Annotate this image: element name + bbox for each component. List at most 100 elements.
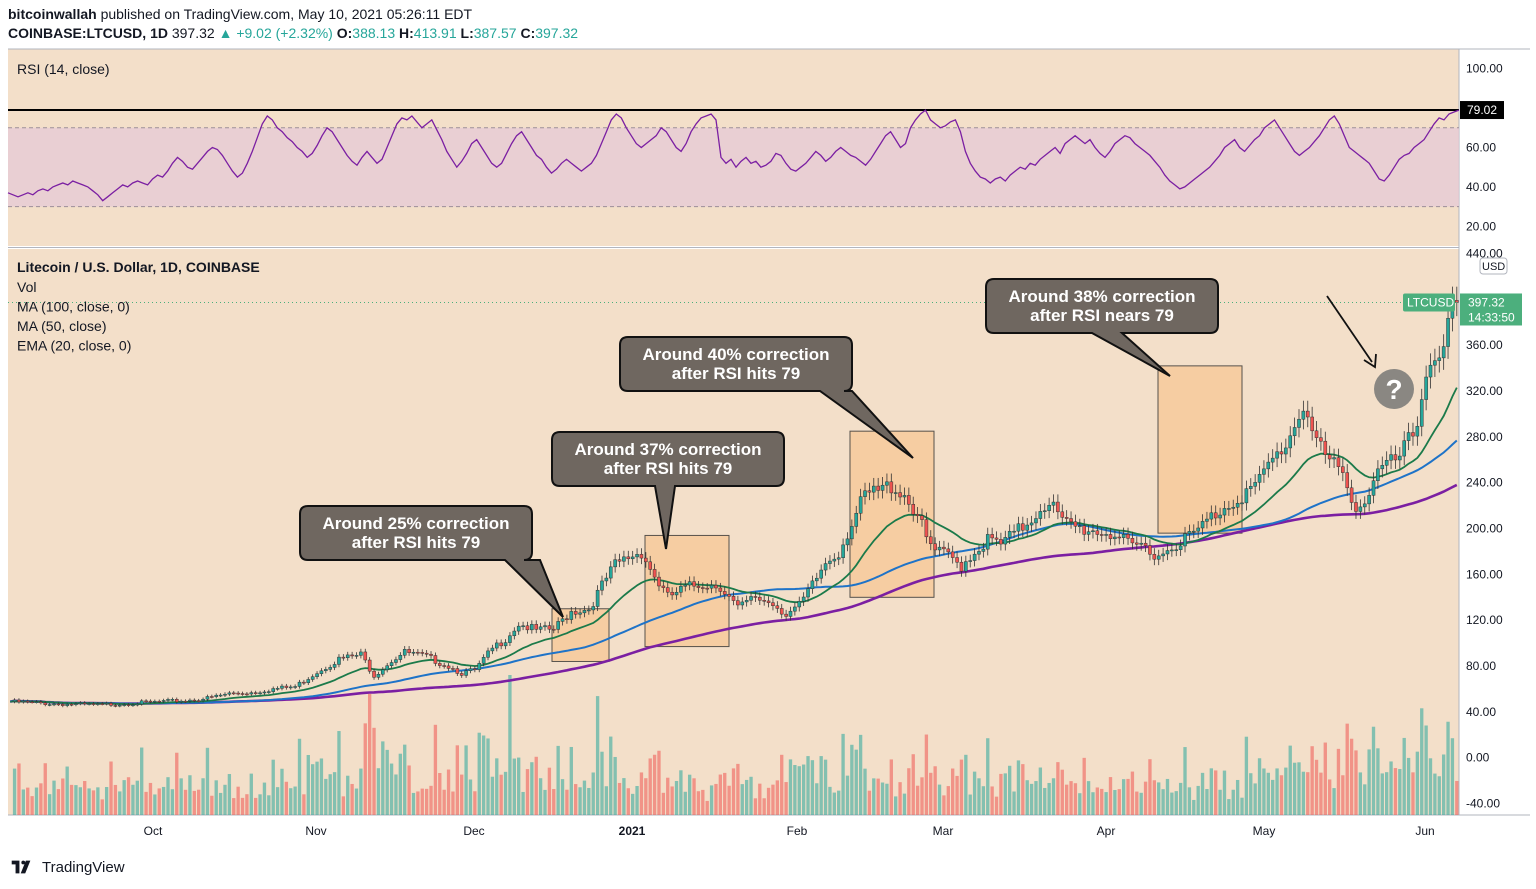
volume-bar	[293, 786, 297, 815]
volume-bar	[1043, 787, 1047, 815]
volume-bar	[433, 724, 438, 815]
volume-bar	[692, 778, 696, 815]
candle-body	[1038, 511, 1043, 519]
candle-body	[104, 703, 109, 705]
candle-body	[1104, 534, 1108, 536]
volume-bar	[902, 793, 907, 815]
candle-body	[639, 554, 644, 559]
volume-bar	[503, 771, 508, 815]
tradingview-brand: TradingView	[42, 858, 125, 876]
rsi-line[interactable]	[7, 109, 1460, 202]
volume-bar	[1100, 788, 1104, 815]
volume-bar	[1034, 781, 1038, 815]
volume-bar	[832, 792, 836, 815]
volume-bars[interactable]	[12, 675, 1459, 815]
correction-box[interactable]	[1157, 365, 1243, 534]
currency-badge[interactable]	[1479, 257, 1508, 275]
candle-body	[122, 704, 126, 706]
price-tick-label: 240.00	[1466, 476, 1503, 490]
callout-line-2: after RSI nears 79	[1030, 306, 1174, 325]
candle-body	[288, 686, 293, 689]
volume-bar	[240, 797, 245, 815]
rsi-tick-label: 20.00	[1466, 219, 1496, 233]
volume-bar	[1402, 737, 1406, 815]
volume-bar	[424, 788, 429, 815]
correction-box[interactable]	[644, 534, 730, 648]
volume-bar	[552, 789, 556, 815]
volume-bar	[731, 768, 736, 815]
volume-bar	[78, 787, 82, 815]
candle-body	[1099, 534, 1104, 536]
candle-body	[626, 556, 631, 560]
volume-bar	[1161, 789, 1165, 815]
candle-body	[731, 596, 736, 601]
candle-body	[473, 668, 477, 670]
forecast-arrow-head	[1363, 353, 1377, 369]
candle-body	[946, 548, 951, 553]
volume-bar	[1437, 776, 1441, 815]
symbol-price-tag[interactable]	[1403, 293, 1455, 312]
candle-body	[858, 496, 863, 514]
ema20-line[interactable]	[10, 387, 1458, 706]
candle-body	[47, 704, 52, 706]
volume-bar	[372, 727, 376, 815]
candle-body	[836, 557, 841, 560]
candle-body	[1424, 376, 1428, 400]
price-tick-label: 440.00	[1466, 247, 1503, 261]
volume-bar	[1091, 792, 1095, 815]
volume-bar	[990, 786, 994, 815]
candle-body	[394, 659, 398, 663]
candle-body	[578, 612, 582, 615]
volume-bar	[1056, 762, 1060, 815]
candle-body	[1091, 530, 1095, 532]
candle-body	[1248, 486, 1253, 489]
footer-brand[interactable]: TradingView	[8, 858, 125, 876]
rsi-title: RSI (14, close)	[17, 61, 110, 77]
volume-bar	[1069, 781, 1073, 815]
author-name[interactable]: bitcoinwallah	[8, 6, 97, 22]
forecast-arrow[interactable]	[1326, 295, 1373, 363]
volume-bar	[245, 794, 249, 815]
volume-bar	[1262, 768, 1266, 815]
volume-bar	[582, 780, 587, 815]
candle-body	[1069, 518, 1073, 522]
candle-body	[1240, 502, 1244, 505]
volume-bar	[801, 764, 806, 815]
publication-info: bitcoinwallah published on TradingView.c…	[8, 6, 472, 22]
candle-body	[113, 705, 118, 707]
volume-bar	[464, 745, 468, 815]
volume-bar	[1376, 748, 1380, 815]
candle-body	[1108, 534, 1113, 540]
callout-bubble	[299, 505, 564, 618]
volume-bar	[249, 773, 253, 815]
volume-bar	[986, 738, 990, 815]
volume-bar	[1126, 778, 1130, 815]
candle-body	[1411, 432, 1415, 437]
candle-body	[376, 673, 381, 678]
volume-bar	[740, 784, 744, 815]
symbol-label[interactable]: COINBASE:LTCUSD, 1D	[8, 25, 168, 41]
candle-body	[1384, 460, 1389, 466]
volume-bar	[1187, 787, 1192, 815]
volume-bar	[1205, 789, 1209, 815]
price-axis	[1459, 49, 1530, 815]
candle-body	[1257, 474, 1262, 483]
candle-body	[1113, 536, 1117, 540]
candles[interactable]	[12, 286, 1459, 708]
question-mark-icon[interactable]	[1374, 369, 1414, 409]
volume-bar	[1209, 768, 1213, 815]
volume-bar	[863, 768, 867, 815]
volume-bar	[894, 796, 898, 815]
candle-body	[61, 704, 65, 706]
candle-body	[12, 699, 17, 702]
candle-body	[253, 692, 258, 694]
candle-body	[1341, 466, 1345, 473]
volume-bar	[341, 796, 346, 815]
currency-label: USD	[1482, 261, 1505, 273]
correction-box[interactable]	[849, 430, 935, 598]
